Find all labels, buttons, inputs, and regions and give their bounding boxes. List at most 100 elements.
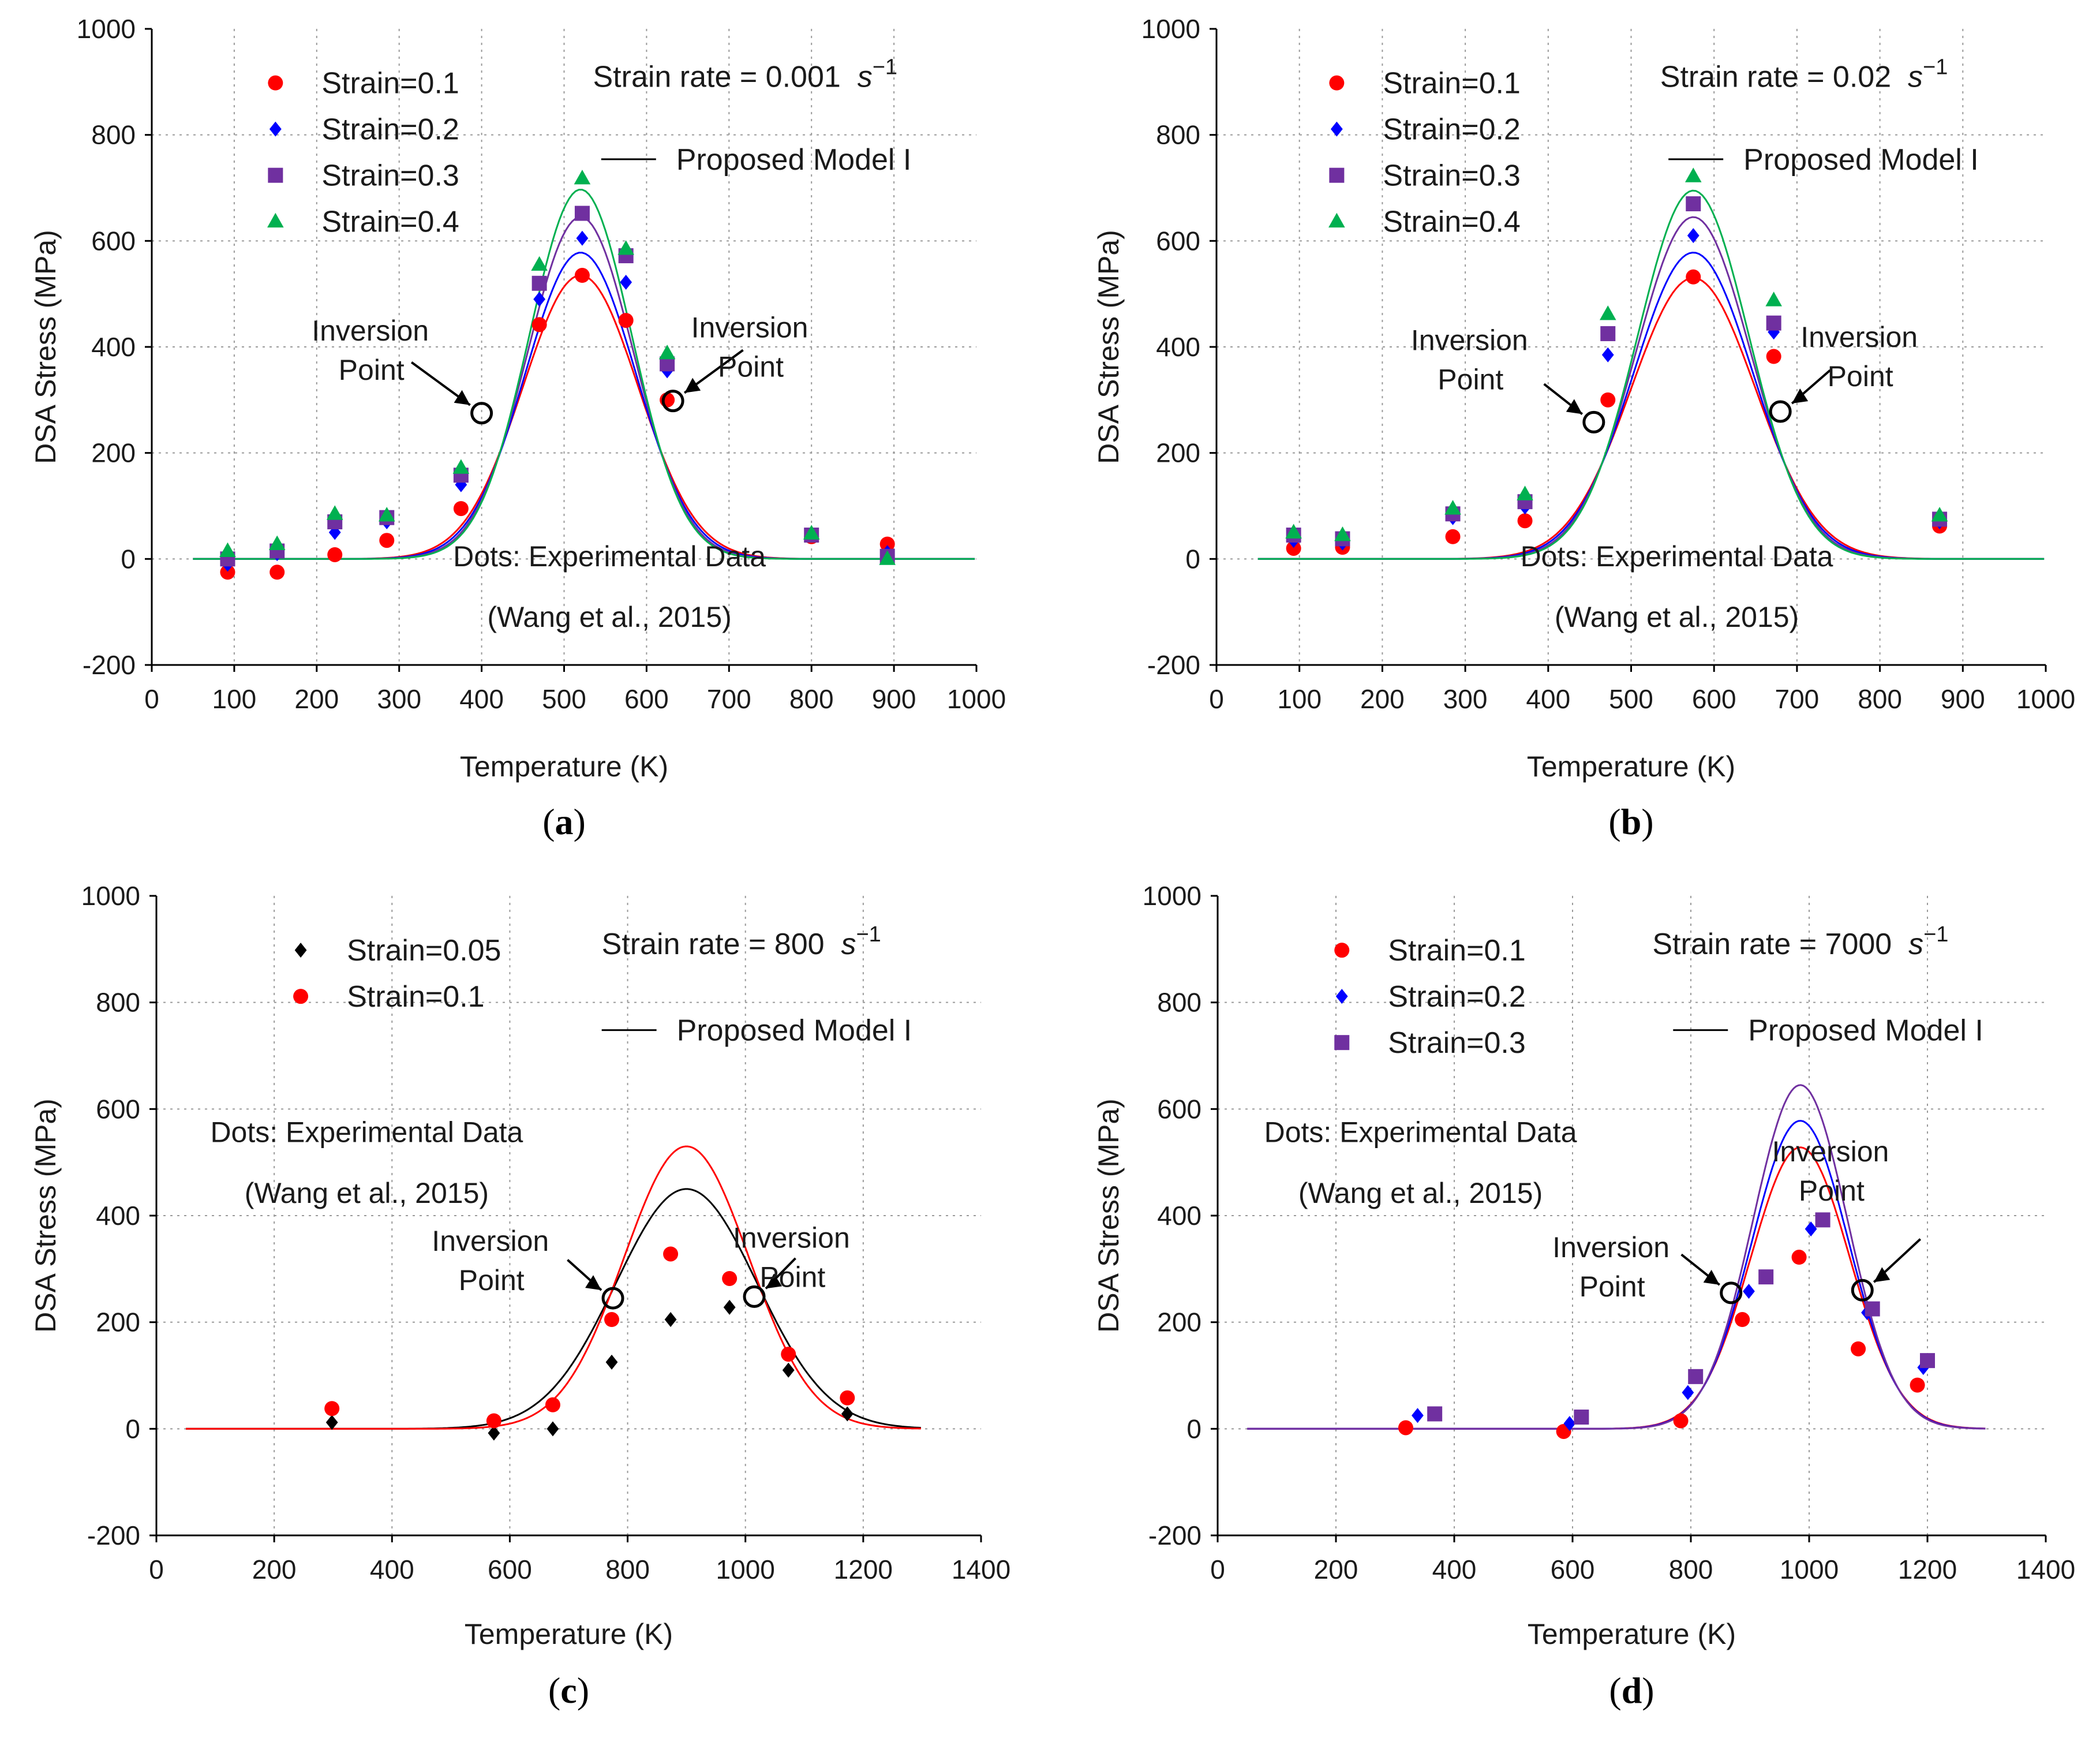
strain-rate-space (849, 61, 857, 94)
data-point-s2 (1686, 196, 1701, 212)
strain-rate-unit: s (1908, 61, 1923, 94)
y-tick-label: 800 (96, 988, 140, 1018)
data-point-s3 (326, 505, 343, 520)
x-tick-label: 0 (1210, 1554, 1225, 1584)
data-point-s0 (269, 565, 285, 580)
panel-label-close: ) (1642, 1670, 1654, 1711)
model-curve-0 (193, 274, 975, 560)
dots-caption: Dots: Experimental Data (1521, 540, 1833, 573)
y-tick-label: 0 (1185, 544, 1200, 574)
data-point-s0 (488, 1425, 500, 1441)
y-tick-label: -200 (1147, 650, 1200, 680)
data-point-s2 (1766, 315, 1781, 331)
data-point-s3 (1444, 500, 1461, 515)
citation-caption: (Wang et al., 2015) (487, 601, 731, 633)
y-axis-title: DSA Stress (MPa) (29, 230, 62, 464)
model-legend-label: Proposed Model I (677, 1014, 912, 1048)
data-point-s0 (574, 268, 590, 283)
x-tick-label: 1200 (834, 1554, 893, 1584)
y-tick-label: 1000 (77, 14, 136, 44)
legend-marker-2 (1334, 1035, 1350, 1051)
data-point-s1 (620, 274, 632, 290)
x-tick-label: 800 (605, 1554, 650, 1584)
data-point-s3 (378, 507, 395, 522)
data-point-s0 (1398, 1420, 1413, 1436)
data-point-s0 (1600, 392, 1616, 408)
strain-rate-exp: −1 (873, 55, 897, 80)
model-curve-3 (1257, 189, 2045, 560)
legend-marker-0 (1334, 943, 1350, 958)
data-point-s0 (618, 313, 634, 328)
data-point-s1 (486, 1413, 501, 1429)
data-point-s0 (325, 1415, 338, 1430)
strain-rate-exp: −1 (1923, 55, 1948, 80)
x-axis-title: Temperature (K) (1527, 750, 1735, 783)
legend-label-2: Strain=0.3 (1383, 159, 1521, 193)
inversion-arrowhead (684, 377, 701, 393)
panel-label-open: ( (548, 1670, 560, 1711)
y-tick-label: 1000 (1143, 881, 1201, 911)
data-point-s2 (1600, 326, 1616, 342)
x-tick-label: 300 (1443, 684, 1488, 714)
data-point-s0 (664, 1312, 677, 1328)
x-tick-label: 1400 (2016, 1554, 2075, 1584)
data-point-s1 (533, 291, 546, 307)
data-point-s3 (617, 240, 634, 255)
panel-label-close: ) (1641, 801, 1653, 842)
data-point-s1 (324, 1401, 340, 1416)
inversion-label-line2: Point (459, 1264, 525, 1296)
data-point-s3 (658, 345, 676, 360)
y-tick-label: 400 (1156, 332, 1200, 362)
legend-label-1: Strain=0.2 (1388, 980, 1526, 1014)
x-axis-title: Temperature (K) (465, 1618, 673, 1650)
data-point-s3 (1685, 167, 1702, 182)
x-tick-label: 600 (1551, 1554, 1595, 1584)
legend-label-2: Strain=0.3 (321, 159, 459, 193)
data-point-s0 (1910, 1377, 1925, 1393)
y-tick-label: 600 (91, 226, 136, 256)
strain-rate-exp: −1 (1923, 922, 1948, 947)
data-point-s0 (379, 533, 395, 548)
x-tick-label: 700 (707, 684, 751, 714)
panel-label-open: ( (1608, 801, 1620, 842)
panel-label: (a) (542, 801, 586, 842)
data-point-s1 (722, 1270, 738, 1286)
inversion-circle (470, 402, 493, 425)
data-point-s2 (1688, 1369, 1704, 1384)
inversion-label-line1: Inversion (1772, 1135, 1889, 1168)
y-tick-label: 200 (1157, 1307, 1201, 1337)
legend-marker-1 (1330, 121, 1343, 137)
data-point-s0 (1673, 1413, 1689, 1429)
strain-rate-value: Strain rate = 0.001 (593, 61, 849, 94)
inversion-label-line1: Inversion (1552, 1231, 1669, 1264)
inversion-circle (661, 390, 684, 413)
strain-rate-value: Strain rate = 0.02 (1660, 61, 1900, 94)
legend-marker-3 (267, 212, 284, 228)
inversion-circle (601, 1287, 624, 1310)
strain-rate-value: Strain rate = 7000 (1652, 928, 1900, 961)
legend-label-1: Strain=0.2 (1383, 113, 1521, 147)
inversion-label-line1: Inversion (691, 311, 808, 343)
panel-d: 0 200 400 600 800 1000 1200 1400 -200 0 200 400 600 8… (1092, 881, 2075, 1711)
legend-label-3: Strain=0.4 (1383, 205, 1521, 239)
x-tick-label: 100 (1277, 684, 1322, 714)
x-tick-label: 1000 (2016, 684, 2075, 714)
y-tick-label: 400 (91, 332, 136, 362)
data-point-s3 (1334, 526, 1351, 541)
panel-label-letter: b (1621, 801, 1642, 842)
inversion-label-line1: Inversion (1411, 324, 1528, 357)
citation-caption: (Wang et al., 2015) (1298, 1177, 1543, 1209)
data-point-s2 (574, 205, 590, 221)
inversion-circle (1720, 1281, 1743, 1305)
x-tick-label: 600 (624, 684, 669, 714)
data-point-s3 (268, 535, 286, 551)
y-axis-title: DSA Stress (MPa) (1092, 1098, 1125, 1333)
data-point-s0 (1517, 513, 1533, 529)
inversion-label-line2: Point (1438, 364, 1503, 396)
inversion-circle (1582, 410, 1605, 433)
model-curve-2 (1257, 216, 2045, 560)
y-tick-label: 800 (1156, 120, 1200, 150)
y-tick-label: 600 (1156, 226, 1200, 256)
data-point-s2 (1427, 1406, 1443, 1422)
